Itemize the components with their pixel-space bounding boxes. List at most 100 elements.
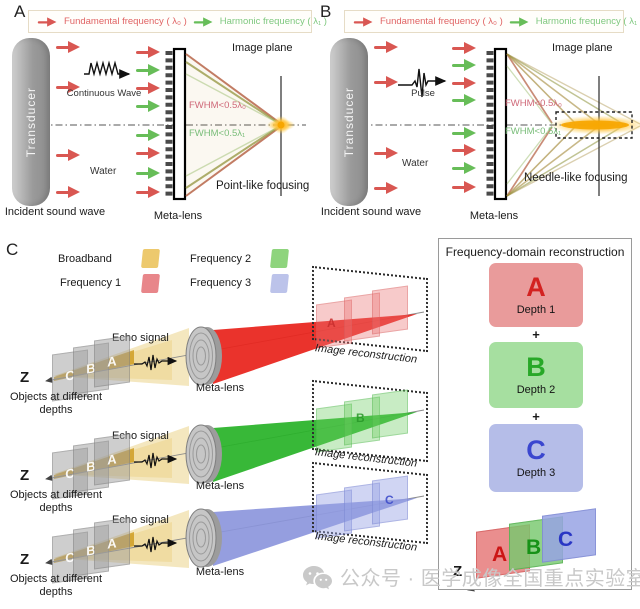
harmonic-arrow-icon [193,16,214,27]
needle-outline-box [555,111,633,139]
card-letter: C [526,435,546,465]
legend-frequency3-label: Frequency 3 [190,277,252,289]
transducer: Transducer [330,38,368,206]
focal-point [277,121,285,129]
metalens-label: Meta-lens [195,480,245,492]
watermark-text: 公众号 · 医学成像全国重点实验室 [340,568,640,590]
wechat-icon [303,565,332,589]
metalens-disc [185,326,217,386]
red-arrow-icon [374,181,399,195]
objects-depth-label: Objects at different depths [9,489,103,515]
legend-broadband-label: Broadband [58,253,112,265]
card-letter: B [526,352,546,382]
fwhm-fundamental-label: FWHM<0.5λ₀ [189,100,246,111]
metalens-disc [185,508,217,568]
red-arrow-icon [136,146,161,160]
transducer: Transducer [12,38,50,206]
green-arrow-icon [136,128,161,142]
focal-needle [561,120,629,130]
echo-wavelet-icon [134,452,178,469]
metalens-label: Meta-lens [153,210,203,222]
fundamental-arrow-icon [353,16,374,27]
composite-letter-a: A [492,543,508,566]
red-arrow-icon [56,40,81,54]
focus-type-label: Point-like focusing [216,180,310,192]
red-arrow-icon [136,185,161,199]
panel-a-legend: Fundamental frequency ( λ₀ ) Harmonic fr… [28,10,327,33]
harmonic-arrow-icon [509,16,530,27]
red-arrow-icon [374,146,399,160]
legend-frequency2-label: Frequency 2 [190,253,252,265]
frequency-domain-title: Frequency-domain reconstruction [445,245,625,259]
panel-b-label: B [320,2,332,21]
composite-letter-b: B [526,536,542,559]
fwhm-harmonic-label: FWHM<0.5λ₁ [505,126,562,137]
objects-depth-label: Objects at different depths [9,573,103,599]
red-arrow-icon [374,40,399,54]
depth-card-c: C Depth 3 [489,424,583,492]
frequency1-swatch [141,274,160,293]
green-arrow-icon [452,126,477,140]
metalens-label: Meta-lens [195,566,245,578]
legend-harmonic-label: Harmonic frequency ( λ₁ ) [219,16,327,27]
focus-type-label: Needle-like focusing [524,172,628,184]
red-arrow-icon [56,80,81,94]
reconstruction-letter: C [385,493,394,507]
image-plane-label: Image plane [552,42,613,54]
broadband-swatch [141,249,160,268]
wave-type-label: Continuous Wave [66,88,142,99]
image-plane-label: Image plane [232,42,293,54]
metalens-label: Meta-lens [469,210,519,222]
z-axis-label: Z [20,369,30,386]
metalens-disc [185,424,217,484]
object-plane: A [94,335,130,388]
frequency2-swatch [270,249,289,268]
water-label: Water [90,166,117,177]
red-arrow-icon [452,180,477,194]
green-arrow-icon [452,93,477,107]
objects-depth-label: Objects at different depths [9,391,103,417]
red-arrow-icon [136,45,161,59]
reconstruction-plane [372,285,408,335]
reconstruction-letter: B [356,411,365,425]
water-label: Water [402,158,429,169]
fwhm-fundamental-label: FWHM<0.5λ₀ [505,98,562,109]
plus-sign: + [532,409,540,424]
legend-fundamental-label: Fundamental frequency ( λ₀ ) [64,16,187,27]
frequency3-swatch [270,274,289,293]
green-arrow-icon [452,58,477,72]
plus-sign: + [532,327,540,342]
depth-card-a: A Depth 1 [489,263,583,327]
continuous-wave-icon [84,60,131,79]
fundamental-arrow-icon [37,16,58,27]
red-arrow-icon [374,75,399,89]
metalens-label: Meta-lens [195,382,245,394]
legend-harmonic-label: Harmonic frequency ( λ₁ ) [535,16,640,27]
green-arrow-icon [136,63,161,77]
metalens-body [172,47,187,201]
reconstruction-letter: A [327,316,336,330]
red-arrow-icon [452,143,477,157]
panel-b-legend: Fundamental frequency ( λ₀ ) Harmonic fr… [344,10,640,33]
reconstruction-plane [372,389,408,439]
echo-wavelet-icon [134,536,178,553]
red-arrow-icon [452,76,477,90]
z-axis-label: Z [453,563,463,580]
z-axis-label: Z [20,551,30,568]
legend-frequency1-label: Frequency 1 [60,277,122,289]
card-letter: A [526,272,546,302]
depth-card-b: B Depth 2 [489,342,583,408]
card-depth-label: Depth 2 [516,384,556,396]
legend-fundamental-label: Fundamental frequency ( λ₀ ) [380,16,503,27]
incident-wave-label: Incident sound wave [320,206,422,218]
card-depth-label: Depth 3 [516,467,556,479]
panel-c-label: C [6,240,19,259]
fwhm-harmonic-label: FWHM<0.5λ₁ [189,128,246,139]
composite-letter-c: C [558,528,574,551]
green-arrow-icon [452,161,477,175]
card-depth-label: Depth 1 [516,304,556,316]
panel-a-label: A [14,2,26,21]
echo-wavelet-icon [134,354,178,371]
red-arrow-icon [452,41,477,55]
object-plane: A [94,517,130,570]
